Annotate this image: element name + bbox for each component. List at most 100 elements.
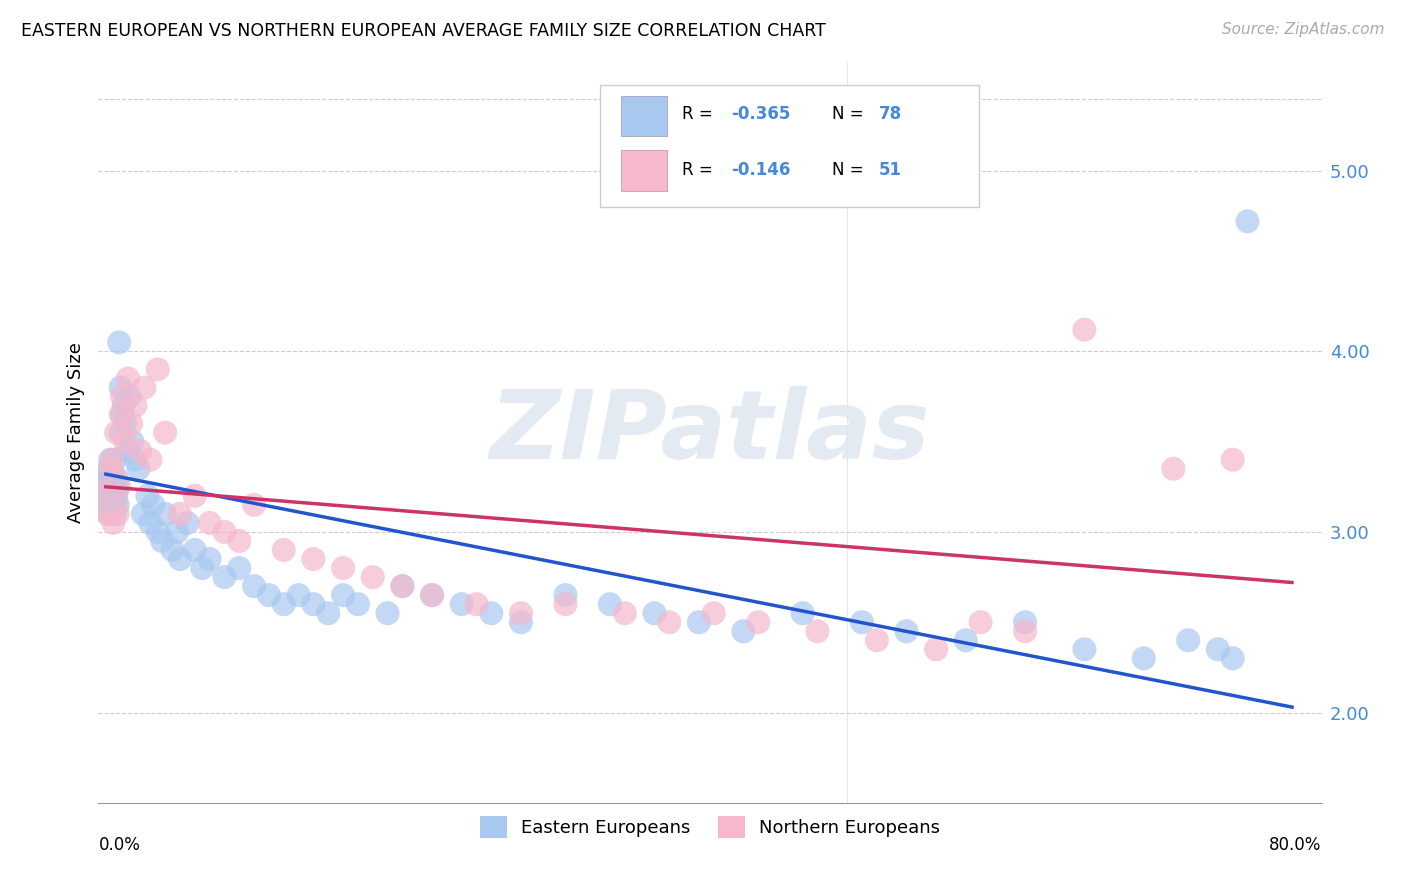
Bar (620, 95, 668, 136)
Point (228, 561, 250, 575)
Point (97, 489, 120, 503)
Point (96, 492, 118, 507)
Point (243, 498, 266, 512)
Point (96, 471, 118, 485)
Text: R =: R = (682, 161, 718, 178)
Point (1132, 651, 1154, 665)
Point (110, 380, 132, 394)
Point (169, 507, 191, 521)
Point (103, 471, 125, 485)
Point (925, 642, 948, 657)
Point (214, 570, 236, 584)
Point (703, 606, 725, 620)
Point (1206, 642, 1229, 657)
Point (112, 399, 135, 413)
Point (96, 485, 118, 500)
Point (146, 524, 169, 539)
Point (1163, 461, 1185, 475)
Point (969, 615, 991, 630)
Point (114, 417, 136, 431)
Point (111, 390, 134, 404)
Text: 78: 78 (879, 105, 903, 123)
Point (108, 335, 131, 350)
Point (97, 471, 120, 485)
Point (1014, 615, 1036, 630)
Point (391, 579, 413, 593)
Point (792, 606, 814, 620)
Point (118, 390, 141, 404)
Text: -0.365: -0.365 (731, 105, 790, 123)
Point (361, 570, 384, 584)
Point (98, 461, 121, 475)
Point (554, 597, 576, 611)
Point (273, 597, 295, 611)
Point (643, 606, 665, 620)
Point (302, 552, 325, 566)
Point (806, 624, 828, 639)
Point (747, 615, 769, 630)
Point (851, 615, 873, 630)
Point (108, 480, 131, 494)
Point (98, 452, 121, 467)
Point (896, 624, 918, 639)
Point (316, 606, 339, 620)
Point (104, 507, 127, 521)
Point (420, 588, 443, 602)
Text: 51: 51 (879, 161, 901, 178)
Point (166, 524, 188, 539)
Point (111, 408, 134, 422)
Point (124, 452, 146, 467)
Point (146, 362, 169, 376)
Point (103, 498, 125, 512)
Point (1222, 452, 1244, 467)
Point (104, 452, 127, 467)
Point (169, 552, 191, 566)
Point (98, 480, 121, 494)
Point (688, 615, 710, 630)
Legend: Eastern Europeans, Northern Europeans: Eastern Europeans, Northern Europeans (472, 809, 948, 846)
Point (599, 597, 621, 611)
Point (124, 399, 146, 413)
Point (114, 434, 136, 449)
Point (150, 533, 173, 548)
Point (104, 480, 127, 494)
Point (257, 588, 280, 602)
Point (129, 443, 152, 458)
Point (347, 597, 370, 611)
Point (100, 461, 122, 475)
Point (332, 561, 354, 575)
Point (1014, 624, 1036, 639)
Point (184, 489, 207, 503)
Point (117, 371, 139, 385)
Text: 0.0%: 0.0% (98, 836, 141, 855)
Point (465, 597, 488, 611)
Point (162, 543, 184, 558)
Text: N =: N = (832, 161, 869, 178)
Point (1073, 642, 1095, 657)
Point (866, 633, 889, 648)
Point (105, 471, 128, 485)
Point (97, 507, 120, 521)
Point (104, 471, 127, 485)
Point (391, 579, 413, 593)
Text: 80.0%: 80.0% (1270, 836, 1322, 855)
Point (1236, 214, 1258, 228)
Point (103, 489, 125, 503)
Point (98, 489, 121, 503)
Point (110, 425, 132, 440)
Y-axis label: Average Family Size: Average Family Size (66, 343, 84, 523)
Point (117, 443, 139, 458)
Text: R =: R = (682, 105, 718, 123)
Text: Source: ZipAtlas.com: Source: ZipAtlas.com (1222, 22, 1385, 37)
Point (228, 533, 250, 548)
Text: ZIPatlas: ZIPatlas (489, 386, 931, 479)
Point (107, 498, 129, 512)
Point (105, 489, 128, 503)
Point (479, 606, 502, 620)
Point (243, 579, 266, 593)
Point (107, 480, 129, 494)
Point (97, 498, 120, 512)
Point (98, 471, 121, 485)
Point (103, 516, 125, 530)
Point (100, 480, 122, 494)
